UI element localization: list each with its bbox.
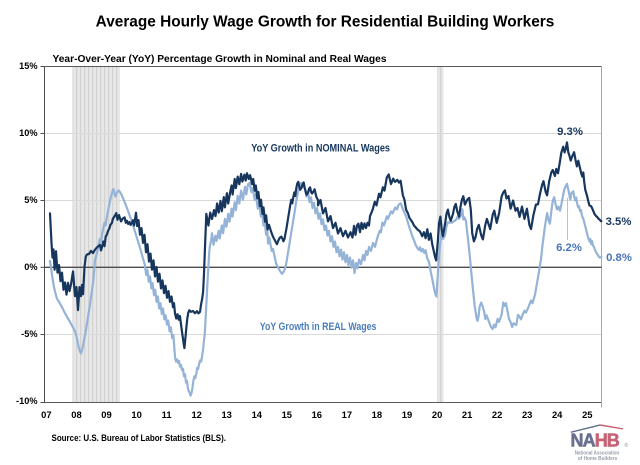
svg-text:16: 16 [312, 409, 322, 420]
svg-text:14: 14 [252, 409, 263, 420]
svg-text:08: 08 [71, 409, 81, 420]
svg-text:-10%: -10% [16, 396, 37, 406]
svg-text:YoY Growth in NOMINAL Wages: YoY Growth in NOMINAL Wages [251, 143, 390, 155]
svg-text:0%: 0% [24, 262, 37, 272]
svg-text:24: 24 [552, 409, 563, 420]
svg-text:17: 17 [342, 409, 352, 420]
svg-text:Average Hourly Wage Growth for: Average Hourly Wage Growth for Residenti… [96, 14, 555, 31]
svg-text:11: 11 [162, 409, 172, 420]
svg-text:YoY Growth in REAL Wages: YoY Growth in REAL Wages [260, 321, 377, 333]
svg-text:of Home Builders: of Home Builders [578, 456, 618, 462]
svg-text:25: 25 [582, 409, 592, 420]
svg-text:Year-Over-Year (YoY) Percentag: Year-Over-Year (YoY) Percentage Growth i… [53, 54, 387, 65]
svg-text:9.3%: 9.3% [557, 126, 583, 138]
svg-text:23: 23 [522, 409, 532, 420]
svg-text:5%: 5% [24, 195, 37, 205]
svg-text:0.8%: 0.8% [606, 252, 632, 264]
svg-text:®: ® [625, 442, 629, 449]
svg-text:10: 10 [131, 409, 141, 420]
svg-text:22: 22 [492, 409, 502, 420]
svg-text:20: 20 [432, 409, 442, 420]
svg-text:15%: 15% [19, 61, 37, 71]
svg-text:National Association: National Association [575, 451, 620, 457]
svg-text:13: 13 [221, 409, 231, 420]
svg-text:10%: 10% [19, 128, 37, 138]
svg-text:21: 21 [462, 409, 472, 420]
svg-text:19: 19 [402, 409, 412, 420]
svg-text:NAHB: NAHB [571, 431, 620, 451]
svg-text:-5%: -5% [21, 329, 37, 339]
svg-text:12: 12 [191, 409, 201, 420]
svg-text:07: 07 [41, 409, 51, 420]
svg-text:09: 09 [101, 409, 111, 420]
svg-text:15: 15 [282, 409, 292, 420]
svg-text:18: 18 [372, 409, 382, 420]
svg-text:3.5%: 3.5% [606, 216, 632, 228]
svg-text:Source: U.S. Bureau of Labor S: Source: U.S. Bureau of Labor Statistics … [52, 433, 227, 443]
svg-text:6.2%: 6.2% [556, 242, 582, 254]
